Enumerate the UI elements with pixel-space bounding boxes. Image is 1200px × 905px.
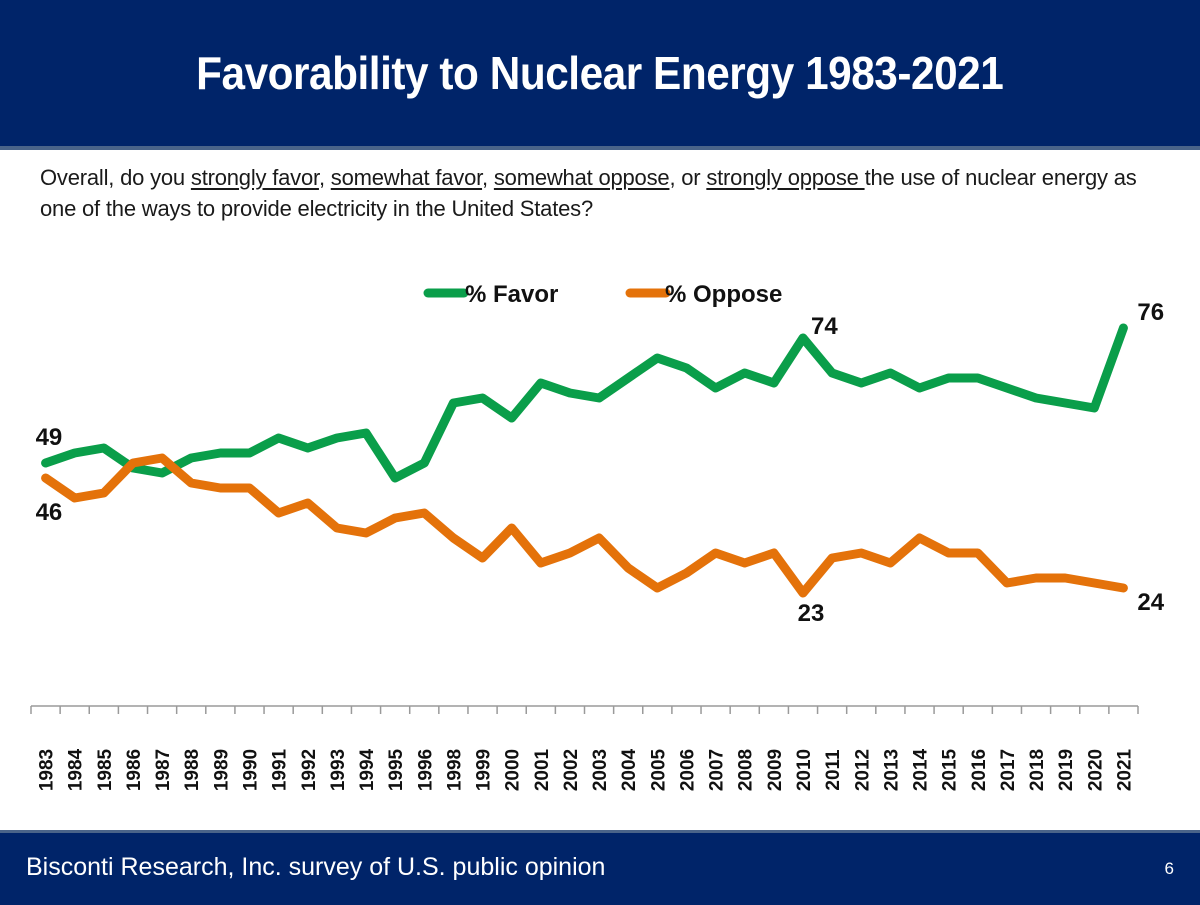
x-tick-label: 2021 [1114,748,1135,791]
slide-title: Favorability to Nuclear Energy 1983-2021 [196,46,1003,100]
source-note: Bisconti Research, Inc. survey of U.S. p… [26,853,605,882]
series-lines [45,328,1123,593]
data-label: 46 [36,499,63,526]
series-line-favor [46,328,1124,478]
x-tick-label: 2000 [503,749,524,791]
x-tick-label: 2012 [852,749,873,791]
question-text: , [319,165,331,190]
x-tick-label: 1994 [357,748,378,791]
x-tick-label: 2010 [794,749,815,791]
x-tick-label: 2004 [619,748,640,791]
x-tick-label: 2006 [677,749,698,791]
page-number: 6 [1165,859,1174,879]
question-option-text: strongly oppose [706,165,864,190]
x-tick-label: 2015 [940,748,961,791]
x-tick-label: 1985 [95,748,116,791]
x-tick-label: 2005 [648,748,669,791]
x-tick-label: 1988 [182,749,203,791]
x-tick-label: 2002 [561,749,582,791]
data-label: 74 [811,313,838,340]
x-tick-label: 2020 [1085,749,1106,791]
data-label: 76 [1137,299,1164,326]
x-tick-label: 1998 [444,749,465,791]
data-label: 49 [36,424,63,451]
x-tick-label: 1987 [153,749,174,791]
question-text: Overall, do you [40,165,191,190]
x-tick-label: 2016 [969,749,990,791]
chart-legend: % Favor % Oppose [428,281,782,308]
x-tick-label: 1996 [415,749,436,791]
x-tick-label: 1990 [240,749,261,791]
x-tick-label: 2007 [707,749,728,791]
x-tick-label: 2009 [765,749,786,791]
legend-label-oppose: % Oppose [665,281,782,308]
x-tick-label: 1993 [328,749,349,791]
x-tick-label: 2008 [736,749,757,791]
line-chart: % Favor % Oppose 1983 1984 1985 1986 1987 1988… [0,260,1200,820]
x-tick-label: 1992 [299,749,320,791]
x-tick-label: 1984 [66,748,87,791]
question-option-text: somewhat oppose [494,165,670,190]
question-text: , [482,165,494,190]
question-option-text: strongly favor [191,165,319,190]
data-label: 23 [798,600,825,627]
x-tick-label: 1991 [270,748,291,791]
data-labels: 49 46 74 23 76 24 [36,299,1165,627]
x-tick-label: 1999 [474,749,495,791]
x-tick-label: 1989 [211,749,232,791]
x-tick-label: 2019 [1056,749,1077,791]
slide-footer: Bisconti Research, Inc. survey of U.S. p… [0,830,1200,905]
x-tick-label: 2017 [998,749,1019,791]
question-text: , or [669,165,706,190]
series-line-oppose [46,458,1124,593]
x-tick-label: 1995 [386,748,407,791]
survey-question: Overall, do you strongly favor, somewhat… [40,162,1150,224]
slide-header: Favorability to Nuclear Energy 1983-2021 [0,0,1200,150]
question-option-text: somewhat favor [331,165,482,190]
x-tick-label: 2001 [532,748,553,791]
x-tick-label: 1986 [124,749,145,791]
legend-label-favor: % Favor [465,281,558,308]
x-tick-label: 2003 [590,749,611,791]
data-label: 24 [1137,589,1164,616]
x-axis: 1983 1984 1985 1986 1987 1988 1989 1990 1991 1992… [31,706,1138,791]
x-tick-label: 2014 [911,748,932,791]
x-tick-label: 1983 [37,749,58,791]
x-tick-label: 2013 [881,749,902,791]
x-tick-label: 2011 [823,749,844,791]
x-tick-label: 2018 [1027,749,1048,791]
